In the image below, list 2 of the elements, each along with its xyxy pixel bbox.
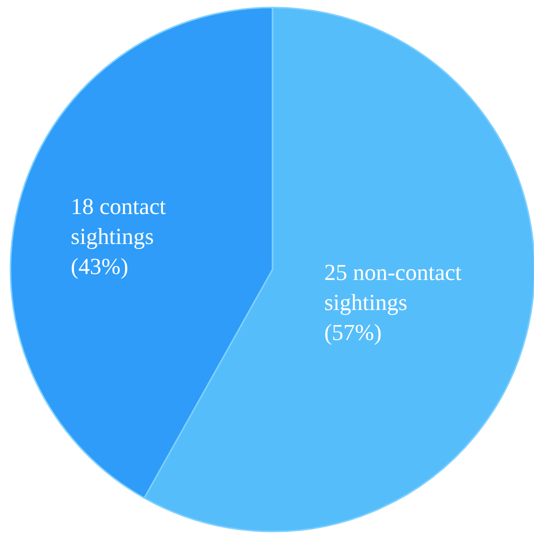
slice-label: 25 non-contact sightings (57%) [324, 260, 462, 346]
slice-label: 18 contact sightings (43%) [70, 194, 167, 279]
